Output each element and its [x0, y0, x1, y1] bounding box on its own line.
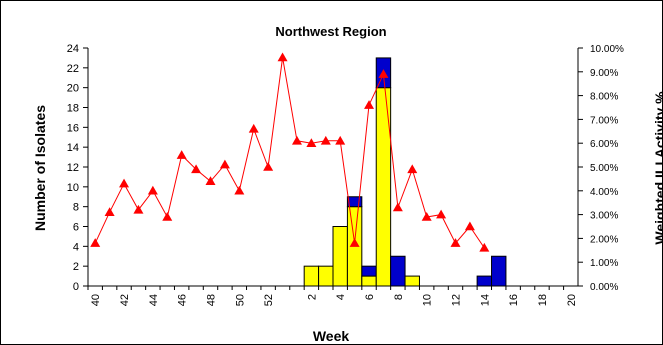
x-tick-label: 52 — [263, 294, 275, 306]
x-tick-label: 42 — [119, 294, 131, 306]
bar-blue — [361, 265, 377, 277]
x-tick-label: 16 — [508, 294, 520, 306]
y-right-tick-label: 3.00% — [590, 211, 618, 222]
ili-marker — [349, 238, 360, 247]
chart-title: Northwest Region — [275, 24, 386, 39]
x-tick-label: 6 — [364, 294, 376, 300]
ili-marker — [277, 52, 288, 62]
x-tick-label: 2 — [306, 294, 318, 300]
y-right-tick-label: 9.00% — [590, 68, 618, 79]
y-left-tick-label: 4 — [73, 241, 79, 253]
bar-blue — [491, 255, 507, 287]
y-left-tick-label: 16 — [67, 122, 79, 134]
ili-marker — [291, 135, 302, 145]
ili-marker — [219, 159, 230, 169]
x-tick-label: 10 — [422, 294, 434, 306]
y-left-tick-label: 12 — [67, 162, 79, 174]
y-right-tick-label: 7.00% — [590, 115, 618, 126]
ili-marker — [450, 238, 461, 247]
y-axis-left-title: Number of Isolates — [32, 105, 48, 231]
bar-yellow — [404, 275, 420, 287]
ili-marker — [306, 138, 317, 147]
ili-marker — [133, 204, 144, 214]
ili-marker — [421, 211, 432, 221]
x-tick-label: 14 — [479, 294, 491, 306]
y-right-tick-label: 10.00% — [590, 44, 624, 55]
x-tick-label: 50 — [234, 294, 246, 306]
x-axis-title: Week — [313, 328, 350, 344]
ili-marker — [147, 185, 158, 195]
x-tick-label: 48 — [206, 294, 218, 306]
ili-marker — [263, 162, 274, 171]
y-right-tick-label: 4.00% — [590, 187, 618, 198]
x-tick-label: 4 — [335, 294, 347, 300]
ili-marker — [90, 238, 101, 247]
ili-marker — [176, 150, 187, 159]
bar-blue — [476, 275, 493, 287]
y-right-tick-label: 0.00% — [590, 282, 618, 293]
ili-marker — [479, 242, 490, 252]
y-right-tick-label: 2.00% — [590, 234, 618, 245]
ili-marker — [320, 135, 331, 145]
y-right-tick-label: 6.00% — [590, 139, 618, 150]
x-tick-label: 44 — [148, 294, 160, 306]
y-right-tick-label: 8.00% — [590, 92, 618, 103]
y-left-tick-label: 14 — [67, 142, 79, 154]
bar-yellow — [332, 226, 348, 287]
ili-marker — [248, 123, 259, 133]
ili-marker — [407, 164, 418, 174]
x-tick-label: 8 — [393, 294, 405, 300]
x-tick-label: 20 — [566, 294, 578, 306]
x-tick-label: 46 — [177, 294, 189, 306]
x-tick-label: 40 — [90, 294, 102, 306]
ili-line — [94, 57, 485, 249]
ili-marker — [464, 221, 475, 231]
y-axis-right-title: Weighted ILI Activity % — [652, 91, 663, 245]
ili-marker — [119, 178, 130, 188]
bar-yellow — [361, 275, 377, 287]
y-left-tick-label: 2 — [73, 261, 79, 273]
ili-marker — [364, 100, 375, 109]
y-left-tick-label: 10 — [67, 182, 79, 194]
ili-marker — [205, 176, 216, 186]
y-left-tick-label: 6 — [73, 222, 79, 234]
y-left-tick-label: 22 — [67, 63, 79, 75]
x-tick-label: 12 — [451, 294, 463, 306]
ili-marker — [104, 207, 115, 216]
y-right-tick-label: 5.00% — [590, 163, 618, 174]
ili-marker — [335, 135, 346, 145]
bar-blue — [390, 255, 406, 287]
y-left-tick-label: 20 — [67, 83, 79, 95]
plot-area: 0246810121416182022240.00%1.00%2.00%3.00… — [67, 43, 624, 306]
bar-yellow — [318, 265, 334, 287]
x-tick-label: 18 — [537, 294, 549, 306]
ili-marker — [162, 211, 173, 221]
bar-blue — [346, 196, 363, 208]
ili-marker — [191, 164, 202, 174]
ili-marker — [378, 69, 389, 78]
y-left-tick-label: 8 — [73, 202, 79, 214]
y-left-tick-label: 0 — [73, 281, 79, 293]
bar-yellow — [303, 265, 320, 287]
ili-marker — [436, 209, 447, 219]
ili-marker — [234, 185, 245, 195]
y-left-tick-label: 18 — [67, 103, 79, 115]
y-right-tick-label: 1.00% — [590, 258, 618, 269]
y-left-tick-label: 24 — [67, 43, 79, 55]
ili-marker — [392, 202, 403, 212]
